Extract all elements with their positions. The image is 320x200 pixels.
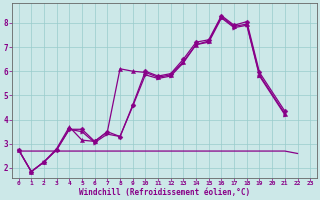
X-axis label: Windchill (Refroidissement éolien,°C): Windchill (Refroidissement éolien,°C) [79, 188, 250, 197]
